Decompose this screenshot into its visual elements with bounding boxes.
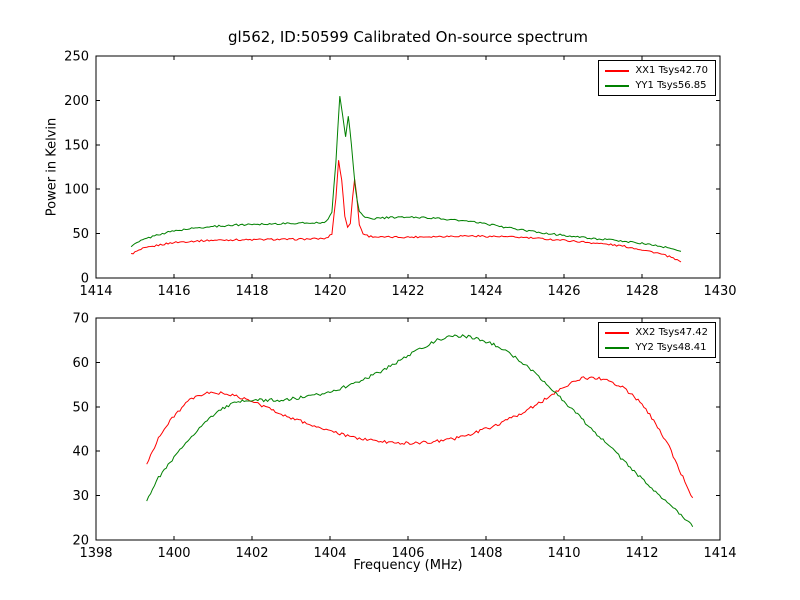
legend-line-yy1	[605, 84, 630, 87]
x-tick-label: 1400	[157, 546, 190, 561]
legend-label: YY2 Tsys48.41	[635, 342, 707, 353]
x-tick-label: 1430	[703, 284, 736, 299]
x-tick-label: 1422	[391, 284, 424, 299]
y-tick-label: 250	[64, 50, 89, 65]
legend-bottom: XX2 Tsys47.42 YY2 Tsys48.41	[598, 322, 716, 358]
x-tick-label: 1418	[235, 284, 268, 299]
legend-line-yy2	[605, 346, 630, 349]
y-tick-label: 60	[72, 356, 89, 371]
chart-title: gl562, ID:50599 Calibrated On-source spe…	[228, 28, 588, 46]
y-tick-label: 30	[72, 489, 89, 504]
y-tick-label: 50	[72, 400, 89, 415]
x-tick-label: 1424	[469, 284, 502, 299]
legend-entry: YY1 Tsys56.85	[605, 80, 708, 91]
y-axis-label-top: Power in Kelvin	[44, 117, 60, 217]
x-tick-label: 1398	[79, 546, 112, 561]
x-tick-label: 1408	[469, 546, 502, 561]
series-line-0	[146, 376, 694, 499]
x-tick-label: 1414	[79, 284, 112, 299]
series-line-1	[146, 334, 694, 527]
x-tick-label: 1420	[313, 284, 346, 299]
x-tick-label: 1426	[547, 284, 580, 299]
legend-label: XX2 Tsys47.42	[635, 327, 708, 338]
x-axis-label-bottom: Frequency (MHz)	[353, 558, 463, 573]
legend-label: YY1 Tsys56.85	[635, 80, 707, 91]
legend-label: XX1 Tsys42.70	[635, 65, 708, 76]
legend-entry: XX1 Tsys42.70	[605, 65, 708, 76]
y-tick-label: 0	[81, 272, 89, 287]
x-tick-label: 1406	[391, 546, 424, 561]
x-tick-label: 1416	[157, 284, 190, 299]
x-tick-label: 1428	[625, 284, 658, 299]
y-tick-label: 20	[72, 534, 89, 549]
legend-entry: YY2 Tsys48.41	[605, 342, 708, 353]
y-tick-label: 40	[72, 445, 89, 460]
axes-frame	[95, 317, 721, 541]
y-tick-label: 150	[64, 138, 89, 153]
x-tick-label: 1402	[235, 546, 268, 561]
series-line-0	[131, 160, 682, 263]
y-tick-label: 200	[64, 94, 89, 109]
x-tick-label: 1404	[313, 546, 346, 561]
series-line-1	[130, 96, 682, 252]
legend-line-xx1	[605, 69, 630, 72]
legend-entry: XX2 Tsys47.42	[605, 327, 708, 338]
legend-top: XX1 Tsys42.70 YY1 Tsys56.85	[598, 60, 716, 96]
x-tick-label: 1410	[547, 546, 580, 561]
x-tick-label: 1412	[625, 546, 658, 561]
x-tick-label: 1414	[703, 546, 736, 561]
y-tick-label: 50	[72, 227, 89, 242]
y-tick-label: 100	[64, 183, 89, 198]
legend-line-xx2	[605, 331, 630, 334]
axes-frame	[95, 55, 721, 279]
y-tick-label: 70	[72, 312, 89, 327]
